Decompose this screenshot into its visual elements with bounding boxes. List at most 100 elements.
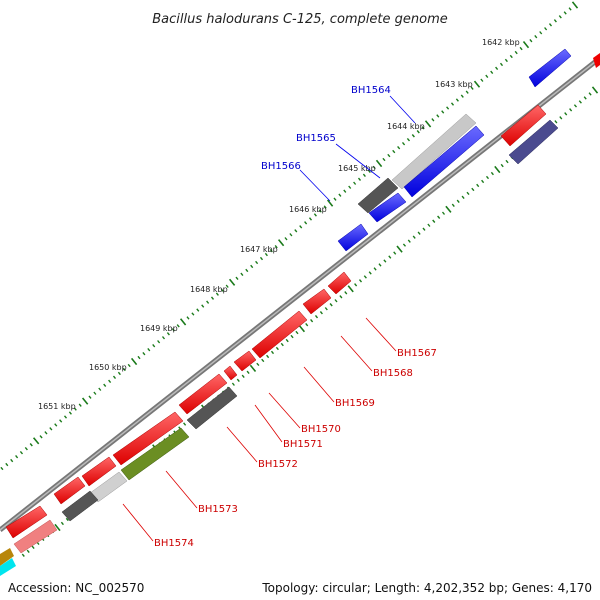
ruler-tick bbox=[277, 239, 285, 247]
gene-arrow[interactable] bbox=[327, 271, 352, 295]
ruler-tick bbox=[348, 185, 352, 189]
ruler-tick bbox=[432, 219, 436, 223]
gene-label[interactable]: BH1568 bbox=[373, 368, 413, 379]
feature-block[interactable] bbox=[391, 113, 477, 190]
ruler-tick bbox=[98, 387, 102, 391]
feature-block[interactable] bbox=[120, 427, 190, 481]
ruler-tick bbox=[519, 46, 523, 51]
ruler-tick bbox=[505, 159, 509, 164]
ruler-tick bbox=[93, 391, 97, 395]
feature-block[interactable] bbox=[0, 558, 16, 576]
ruler-tick bbox=[568, 7, 572, 11]
ruler-tick bbox=[481, 179, 485, 184]
gene-label[interactable]: BH1570 bbox=[301, 424, 341, 435]
gene-arrow[interactable] bbox=[528, 48, 572, 88]
ruler-tick bbox=[10, 458, 14, 463]
feature-block[interactable] bbox=[0, 548, 14, 566]
gene-arrow[interactable] bbox=[81, 456, 117, 487]
feature-block[interactable] bbox=[61, 490, 99, 522]
ruler-tick bbox=[485, 175, 490, 180]
ruler-tick bbox=[81, 397, 89, 405]
gene-label[interactable]: BH1573 bbox=[198, 504, 238, 515]
ruler-tick bbox=[334, 299, 338, 303]
gene-arrow[interactable] bbox=[593, 53, 600, 68]
map-title: Bacillus halodurans C-125, complete geno… bbox=[152, 12, 448, 27]
kbp-labels: 1642 kbp 1643 kbp 1644 kbp 1645 kbp 1646… bbox=[38, 38, 520, 411]
ruler-tick bbox=[314, 314, 319, 319]
ruler-tick bbox=[157, 340, 161, 344]
gene-label[interactable]: BH1567 bbox=[397, 348, 437, 359]
feature-block[interactable] bbox=[13, 519, 58, 554]
gene-arrow[interactable] bbox=[337, 223, 369, 252]
gene-arrow[interactable] bbox=[500, 104, 547, 147]
ruler-tick bbox=[473, 80, 481, 88]
ruler-tick bbox=[103, 383, 107, 387]
ruler-tick bbox=[299, 225, 303, 229]
ruler-tick bbox=[191, 312, 195, 316]
ruler-tick bbox=[249, 364, 257, 373]
gene-arrow[interactable] bbox=[302, 288, 332, 315]
ruler-tick bbox=[240, 272, 244, 277]
ruler-tick bbox=[470, 86, 474, 90]
kbp-label: 1648 kbp bbox=[190, 285, 228, 294]
ruler-tick bbox=[446, 106, 450, 110]
ruler-tick bbox=[289, 233, 293, 237]
ruler-tick bbox=[504, 58, 508, 63]
ruler-tick bbox=[65, 517, 69, 522]
ruler-tick bbox=[382, 157, 386, 162]
gene-label[interactable]: BH1572 bbox=[258, 459, 298, 470]
gene-label[interactable]: BH1564 bbox=[351, 85, 391, 96]
ruler-tick bbox=[298, 324, 306, 333]
accession-text: Accession: NC_002570 bbox=[8, 581, 145, 595]
ruler-tick bbox=[21, 553, 25, 557]
ruler-tick bbox=[250, 264, 254, 269]
ruler-tick bbox=[554, 120, 558, 124]
feature-block[interactable] bbox=[508, 119, 559, 165]
gene-arrow[interactable] bbox=[368, 192, 407, 223]
ruler-tick bbox=[127, 363, 131, 368]
ruler-tick bbox=[388, 255, 392, 259]
ruler-tick bbox=[436, 114, 440, 118]
ruler-tick bbox=[490, 171, 494, 176]
ruler-tick bbox=[324, 307, 328, 311]
kbp-label: 1650 kbp bbox=[89, 363, 127, 372]
ruler-tick bbox=[179, 318, 187, 326]
ruler-tick bbox=[274, 244, 278, 249]
gene-arrow[interactable] bbox=[251, 310, 308, 359]
ruler-tick bbox=[206, 300, 210, 304]
ruler-tick bbox=[573, 104, 578, 108]
ruler-tick bbox=[245, 268, 249, 273]
genome-summary-text: Topology: circular; Length: 4,202,352 bp… bbox=[262, 581, 592, 595]
gene-label[interactable]: BH1574 bbox=[154, 538, 194, 549]
ruler-tick bbox=[186, 316, 190, 320]
gene-label[interactable]: BH1565 bbox=[296, 133, 336, 144]
map-footer: Accession: NC_002570 Topology: circular;… bbox=[0, 578, 600, 600]
ruler-tick bbox=[166, 332, 170, 336]
ruler-tick bbox=[275, 346, 279, 351]
gene-label[interactable]: BH1566 bbox=[261, 161, 301, 172]
ruler-tick bbox=[363, 275, 367, 279]
gene-label[interactable]: BH1571 bbox=[283, 439, 323, 450]
kbp-label: 1643 kbp bbox=[435, 80, 473, 89]
gene-arrow[interactable] bbox=[178, 373, 228, 415]
ruler-tick bbox=[569, 108, 573, 112]
gene-arrow[interactable] bbox=[403, 125, 485, 198]
gene-arrow[interactable] bbox=[112, 411, 184, 466]
ruler-tick bbox=[347, 285, 354, 293]
ruler-tick bbox=[358, 279, 363, 283]
ruler-tick bbox=[210, 296, 215, 300]
forward-gene-labels: BH1564 BH1565 BH1566 bbox=[261, 85, 391, 172]
ruler-tick bbox=[59, 419, 63, 423]
reverse-strand bbox=[0, 104, 559, 576]
ruler-tick bbox=[553, 19, 557, 23]
ruler-tick bbox=[514, 50, 518, 55]
gene-arrow[interactable] bbox=[5, 505, 48, 539]
outer-tick-row bbox=[0, 1, 579, 471]
gene-arrow[interactable] bbox=[53, 476, 86, 505]
kbp-label: 1642 kbp bbox=[482, 38, 520, 47]
gene-arrow[interactable] bbox=[223, 365, 238, 381]
gene-arrow[interactable] bbox=[233, 350, 257, 372]
feature-block[interactable] bbox=[357, 177, 399, 214]
feature-block[interactable] bbox=[186, 386, 238, 430]
gene-label[interactable]: BH1569 bbox=[335, 398, 375, 409]
